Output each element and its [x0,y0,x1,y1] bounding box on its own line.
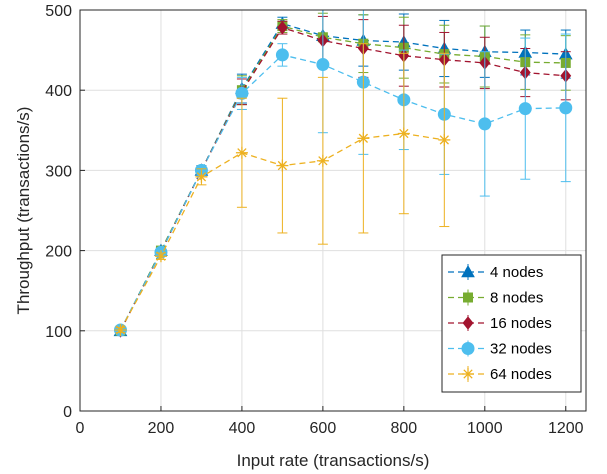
legend-label: 32 nodes [490,341,552,358]
data-point [276,20,288,35]
y-tick-label: 0 [63,404,72,421]
series-layer [113,9,573,338]
y-tick-label: 100 [45,324,72,341]
data-point [438,133,451,146]
x-tick-label: 600 [310,420,337,437]
legend-label: 16 nodes [490,315,552,332]
x-tick-label: 1000 [467,420,503,437]
data-point [235,86,249,100]
legend-item-16-nodes: 16 nodes [448,315,552,332]
data-point [397,127,410,140]
y-axis-label: Throughput (transactions/s) [14,107,33,315]
plot-border [79,9,587,412]
data-point [154,250,167,263]
asterisk-stroke [358,133,369,143]
legend-item-32-nodes: 32 nodes [448,340,552,358]
legend-label: 4 nodes [490,264,543,281]
legend-marker [462,316,474,330]
data-point [478,117,492,131]
data-point [316,58,330,72]
legend-label: 8 nodes [490,290,543,307]
data-point [114,323,127,336]
legend-marker [461,342,475,355]
y-tick-label: 400 [45,83,72,100]
legend-item-8-nodes: 8 nodes [448,289,543,307]
legend-label: 64 nodes [490,366,552,383]
asterisk-stroke [463,369,473,379]
x-tick-label: 400 [229,420,256,437]
data-point [559,101,573,115]
asterisk-stroke [399,128,409,139]
legend-item-4-nodes: 4 nodes [448,264,543,281]
data-point [195,170,208,183]
y-tick-label: 500 [45,3,72,20]
x-tick-label: 800 [390,420,417,437]
series-line [119,54,566,331]
legend-marker [462,368,474,380]
data-point [316,154,329,167]
asterisk-stroke [237,148,247,158]
x-tick-label: 1200 [548,420,584,437]
asterisk-stroke [156,251,166,261]
series-64-nodes [114,43,451,336]
legend-marker [463,292,473,303]
asterisk-stroke [318,156,328,166]
x-tick-label: 200 [148,420,175,437]
legend-marker [461,264,475,278]
data-point [235,146,248,159]
legend-item-64-nodes: 64 nodes [448,366,552,383]
data-point [518,102,532,116]
y-tick-label: 300 [45,163,72,180]
asterisk-stroke [439,135,449,145]
x-axis-label: Input rate (transactions/s) [237,451,430,470]
data-point [276,159,289,172]
asterisk-stroke [115,325,126,335]
data-point [357,132,370,145]
asterisk-stroke [277,160,288,171]
asterisk-stroke [196,172,207,182]
data-point [275,48,289,62]
y-tick-label: 200 [45,244,72,261]
legend: 4 nodes 8 nodes 16 nodes 32 nodes 64 nodes [441,254,582,393]
x-tick-label: 0 [76,420,85,437]
axis-ticks: 0 200 400 600 800 1000 1200 0 100 200 300 400 500 [45,3,583,437]
